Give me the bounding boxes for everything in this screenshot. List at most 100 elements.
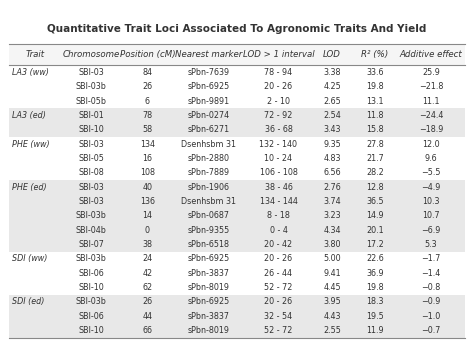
Text: 0: 0 (145, 226, 150, 235)
FancyBboxPatch shape (9, 180, 465, 194)
Text: 4.25: 4.25 (323, 83, 341, 91)
FancyBboxPatch shape (9, 323, 465, 338)
Text: 26: 26 (142, 297, 153, 306)
FancyBboxPatch shape (9, 44, 465, 65)
Text: 12.8: 12.8 (366, 183, 383, 192)
Text: 20 - 26: 20 - 26 (264, 254, 292, 263)
Text: 32 - 54: 32 - 54 (264, 312, 292, 321)
Text: R² (%): R² (%) (361, 50, 389, 59)
Text: sPbn-3837: sPbn-3837 (188, 269, 230, 278)
Text: SBI-03: SBI-03 (78, 197, 104, 206)
Text: 0 - 4: 0 - 4 (270, 226, 287, 235)
Text: 3.23: 3.23 (323, 211, 341, 220)
Text: SBI-03b: SBI-03b (76, 83, 107, 91)
Text: −21.8: −21.8 (419, 83, 443, 91)
Text: 13.1: 13.1 (366, 97, 383, 106)
FancyBboxPatch shape (9, 123, 465, 137)
Text: −1.0: −1.0 (421, 312, 441, 321)
Text: 4.83: 4.83 (323, 154, 341, 163)
Text: 72 - 92: 72 - 92 (264, 111, 292, 120)
FancyBboxPatch shape (9, 94, 465, 108)
Text: sPbn-6925: sPbn-6925 (188, 297, 230, 306)
Text: 33.6: 33.6 (366, 68, 383, 77)
Text: sPbn-8019: sPbn-8019 (188, 326, 230, 335)
Text: 27.8: 27.8 (366, 140, 384, 149)
Text: 58: 58 (142, 125, 153, 134)
Text: −6.9: −6.9 (421, 226, 441, 235)
Text: 19.5: 19.5 (366, 312, 384, 321)
Text: 11.8: 11.8 (366, 111, 383, 120)
Text: 24: 24 (142, 254, 153, 263)
Text: 136: 136 (140, 197, 155, 206)
Text: Dsenhsbm 31: Dsenhsbm 31 (182, 197, 237, 206)
Text: SBI-06: SBI-06 (78, 269, 104, 278)
Text: 2.54: 2.54 (323, 111, 341, 120)
FancyBboxPatch shape (9, 223, 465, 237)
Text: 20.1: 20.1 (366, 226, 383, 235)
Text: sPbn-1906: sPbn-1906 (188, 183, 230, 192)
Text: 9.35: 9.35 (323, 140, 341, 149)
Text: 20 - 26: 20 - 26 (264, 297, 292, 306)
Text: 5.3: 5.3 (425, 240, 438, 249)
Text: Additive effect: Additive effect (400, 50, 463, 59)
Text: −1.7: −1.7 (421, 254, 441, 263)
Text: 52 - 72: 52 - 72 (264, 283, 292, 292)
Text: 2.65: 2.65 (323, 97, 341, 106)
Text: 6.56: 6.56 (323, 168, 341, 177)
Text: 5.00: 5.00 (323, 254, 341, 263)
Text: Nearest marker: Nearest marker (175, 50, 243, 59)
Text: 11.1: 11.1 (422, 97, 440, 106)
Text: 3.43: 3.43 (323, 125, 341, 134)
Text: Quantitative Trait Loci Associated To Agronomic Traits And Yield: Quantitative Trait Loci Associated To Ag… (47, 24, 427, 34)
FancyBboxPatch shape (9, 80, 465, 94)
Text: LA3 (ww): LA3 (ww) (12, 68, 49, 77)
Text: 44: 44 (142, 312, 152, 321)
Text: 4.34: 4.34 (323, 226, 341, 235)
Text: 26 - 44: 26 - 44 (264, 269, 292, 278)
Text: −0.8: −0.8 (421, 283, 441, 292)
Text: LA3 (ed): LA3 (ed) (12, 111, 46, 120)
Text: −0.7: −0.7 (421, 326, 441, 335)
FancyBboxPatch shape (9, 137, 465, 151)
Text: sPbn-0687: sPbn-0687 (188, 211, 230, 220)
Text: 14.9: 14.9 (366, 211, 383, 220)
Text: sPbn-9355: sPbn-9355 (188, 226, 230, 235)
Text: SBI-03: SBI-03 (78, 68, 104, 77)
Text: 20 - 26: 20 - 26 (264, 83, 292, 91)
Text: −24.4: −24.4 (419, 111, 443, 120)
Text: SBI-03b: SBI-03b (76, 211, 107, 220)
Text: 108: 108 (140, 168, 155, 177)
Text: SBI-05: SBI-05 (78, 154, 104, 163)
FancyBboxPatch shape (9, 237, 465, 252)
Text: SBI-01: SBI-01 (78, 111, 104, 120)
Text: 2.55: 2.55 (323, 326, 341, 335)
FancyBboxPatch shape (9, 295, 465, 309)
Text: 17.2: 17.2 (366, 240, 384, 249)
Text: −0.9: −0.9 (421, 297, 441, 306)
Text: Position (cM): Position (cM) (119, 50, 175, 59)
FancyBboxPatch shape (9, 108, 465, 123)
Text: sPbn-9891: sPbn-9891 (188, 97, 230, 106)
Text: SBI-07: SBI-07 (78, 240, 104, 249)
Text: 22.6: 22.6 (366, 254, 384, 263)
Text: SBI-10: SBI-10 (78, 125, 104, 134)
Text: SBI-03b: SBI-03b (76, 254, 107, 263)
Text: 3.95: 3.95 (323, 297, 341, 306)
Text: 11.9: 11.9 (366, 326, 383, 335)
Text: 106 - 108: 106 - 108 (260, 168, 297, 177)
Text: sPbn-6925: sPbn-6925 (188, 254, 230, 263)
Text: sPbn-0274: sPbn-0274 (188, 111, 230, 120)
Text: sPbn-8019: sPbn-8019 (188, 283, 230, 292)
Text: 78: 78 (142, 111, 153, 120)
Text: SDI (ww): SDI (ww) (12, 254, 47, 263)
FancyBboxPatch shape (9, 309, 465, 323)
FancyBboxPatch shape (9, 166, 465, 180)
Text: 66: 66 (142, 326, 152, 335)
Text: 21.7: 21.7 (366, 154, 384, 163)
FancyBboxPatch shape (9, 209, 465, 223)
Text: 19.8: 19.8 (366, 83, 383, 91)
Text: 38 - 46: 38 - 46 (264, 183, 292, 192)
Text: 2.76: 2.76 (323, 183, 341, 192)
Text: 4.45: 4.45 (323, 283, 341, 292)
Text: 36.9: 36.9 (366, 269, 383, 278)
